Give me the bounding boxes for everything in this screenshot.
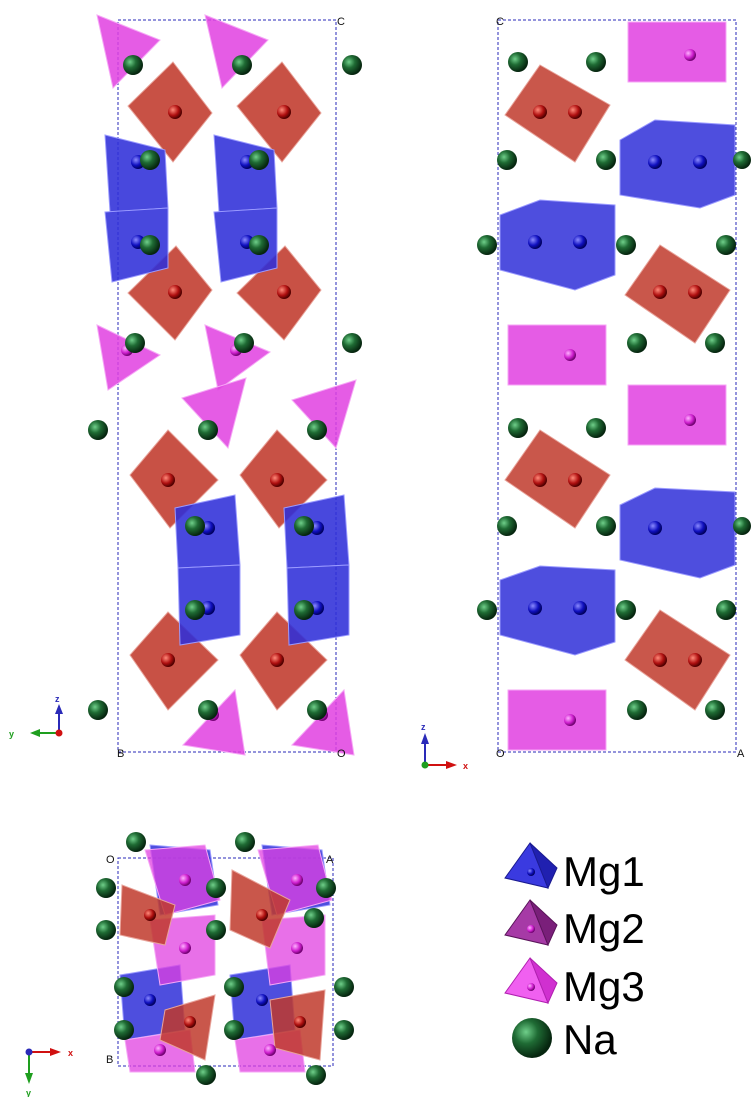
axis-label: y <box>9 729 14 739</box>
axis-label: x <box>68 1048 73 1058</box>
na-atoms <box>88 55 362 720</box>
sphere-icon <box>512 1018 552 1058</box>
legend-item-mg3: Mg3 <box>504 956 645 1010</box>
atom-centers <box>528 49 707 726</box>
legend-label: Mg3 <box>563 963 645 1010</box>
cell-corner-label: O <box>106 854 115 866</box>
mg1-polyhedron <box>499 119 736 656</box>
na-atoms <box>96 832 354 1085</box>
view-left: C B O z y <box>9 14 362 760</box>
atom-centers <box>144 874 306 1056</box>
cell-corner-label: A <box>326 854 334 866</box>
axis-label: y <box>26 1088 31 1097</box>
legend-item-mg1: Mg1 <box>504 841 645 895</box>
na-atoms <box>477 52 751 720</box>
mg3-polyhedron <box>96 14 269 90</box>
cell-corner-label: B <box>106 1054 113 1066</box>
mg2-polyhedron <box>504 64 731 711</box>
legend-item-mg2: Mg2 <box>504 898 645 952</box>
unit-cell-bottom <box>117 857 334 1067</box>
mg2-polyhedron <box>119 869 326 1061</box>
cell-corner-label: C <box>496 16 504 28</box>
legend-label: Na <box>563 1016 617 1063</box>
view-bottom: O A B x y <box>25 832 354 1097</box>
legend-label: Mg1 <box>563 848 645 895</box>
mg1-polyhedron <box>174 494 350 646</box>
mg3-polyhedron <box>181 688 355 756</box>
cell-corner-label: A <box>737 748 745 760</box>
axis-label: z <box>55 694 60 704</box>
legend: Mg1 Mg2 Mg3 Na <box>504 841 645 1063</box>
legend-label: Mg2 <box>563 905 645 952</box>
cell-corner-label: C <box>337 16 345 28</box>
view-right: C O A z x <box>421 16 751 771</box>
axis-triad-left: z y <box>9 694 63 739</box>
axis-triad-right: z x <box>421 722 468 771</box>
mg3-polyhedron <box>507 21 727 751</box>
cell-corner-label: B <box>117 748 124 760</box>
axis-label: x <box>463 761 468 771</box>
legend-item-na: Na <box>512 1016 617 1063</box>
axis-triad-bottom: x y <box>25 1048 73 1097</box>
axis-label: z <box>421 722 426 732</box>
cell-corner-label: O <box>496 748 505 760</box>
cell-corner-label: O <box>337 748 346 760</box>
